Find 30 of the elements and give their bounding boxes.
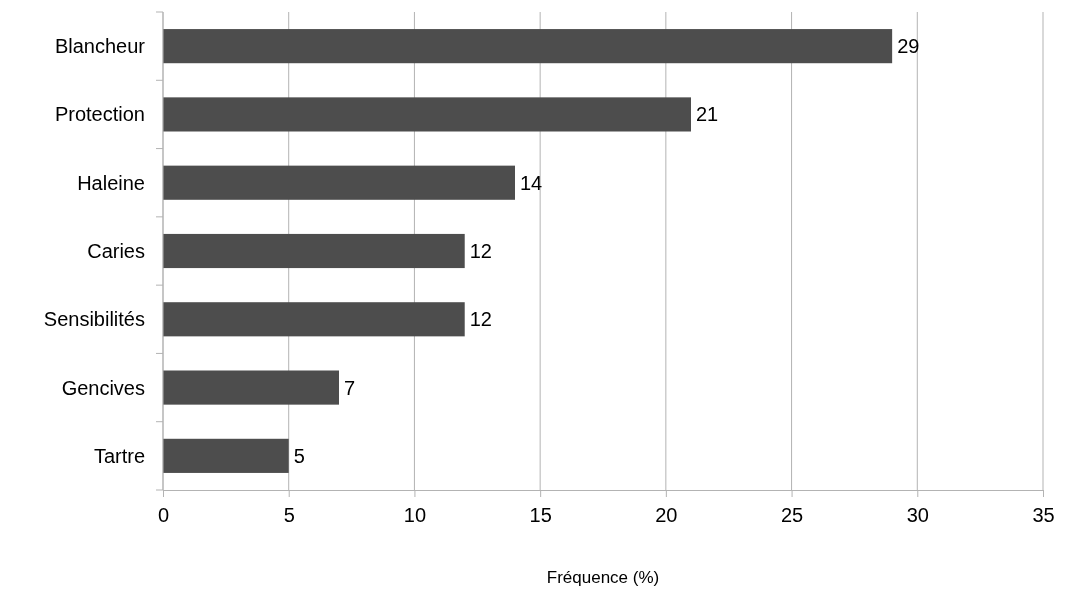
x-tick-label: 35: [1032, 504, 1055, 526]
bar: [163, 370, 339, 405]
bar: [163, 165, 515, 200]
bar: [163, 302, 465, 337]
y-tick-label: Blancheur: [54, 35, 146, 58]
data-label: 7: [344, 376, 356, 399]
x-tick-label: 30: [906, 504, 929, 526]
y-tick-label: Protection: [54, 103, 145, 126]
x-tick-label: 20: [655, 504, 678, 526]
y-tick-label: Sensibilités: [43, 308, 145, 331]
x-tick-label: 5: [283, 504, 295, 526]
x-tick-label: 0: [157, 504, 170, 526]
x-tick-label: 10: [403, 504, 427, 526]
bar: [163, 97, 691, 132]
bar: [163, 438, 289, 473]
y-tick-label: Tartre: [93, 444, 145, 467]
data-label: 5: [293, 444, 305, 467]
y-tick-label: Gencives: [61, 376, 145, 399]
data-label: 12: [469, 240, 492, 262]
bar: [163, 29, 893, 64]
data-label: 12: [469, 308, 492, 331]
data-label: 21: [696, 103, 719, 126]
x-tick-label: 25: [780, 504, 804, 526]
data-label: 14: [520, 171, 543, 194]
x-tick-label: 15: [529, 504, 552, 526]
x-axis-title: Fréquence (%): [546, 568, 660, 587]
y-tick-label: Caries: [87, 240, 145, 262]
data-label: 29: [897, 35, 920, 58]
y-tick-label: Haleine: [77, 171, 145, 194]
bar: [163, 233, 465, 269]
